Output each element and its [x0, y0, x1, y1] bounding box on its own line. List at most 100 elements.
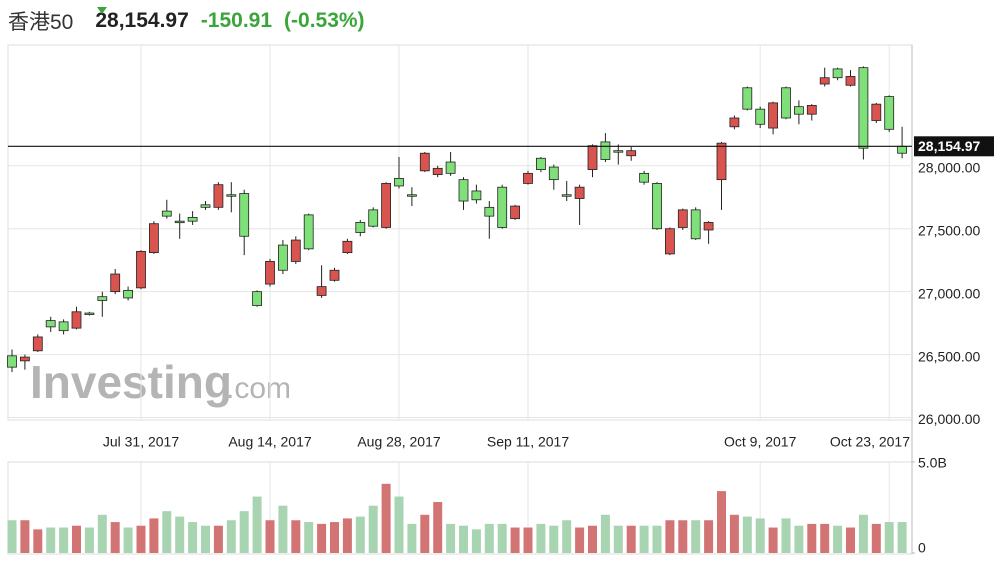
- candle-body: [794, 106, 804, 115]
- volume-bar: [820, 523, 830, 553]
- volume-bar: [317, 523, 327, 553]
- candle-body: [677, 209, 688, 228]
- volume-tick-label: 5.0B: [918, 455, 947, 471]
- volume-bar: [97, 514, 107, 553]
- candle-body: [845, 76, 856, 86]
- volume-bar: [355, 516, 365, 553]
- candle-body: [497, 186, 508, 228]
- candle-body: [355, 222, 366, 233]
- x-tick-label: Oct 9, 2017: [724, 434, 797, 450]
- price: 28,154.97: [95, 9, 189, 32]
- volume-bar: [717, 491, 726, 553]
- candle-body: [561, 194, 572, 197]
- volume-bar: [175, 516, 185, 553]
- volume-bar: [833, 525, 843, 553]
- volume-bar: [871, 523, 881, 553]
- candle-body: [213, 184, 224, 208]
- volume-bar: [884, 522, 894, 553]
- volume-bar: [858, 514, 868, 553]
- volume-bar: [368, 505, 378, 553]
- candle-body: [639, 172, 649, 183]
- candle-body: [174, 220, 185, 224]
- candle-body: [806, 105, 817, 115]
- candle-body: [703, 222, 714, 231]
- candle-body: [858, 67, 869, 149]
- candle-body: [755, 108, 766, 125]
- candle-body: [523, 172, 533, 184]
- candle-body: [187, 216, 198, 222]
- candle-body: [458, 179, 469, 202]
- candle-body: [574, 186, 585, 199]
- volume-bar: [136, 525, 146, 553]
- volume-bar: [201, 525, 210, 553]
- volume-bar: [342, 518, 352, 553]
- volume-bar: [446, 523, 456, 553]
- candle-body: [316, 286, 327, 296]
- y-tick-label: 28,000.00: [918, 160, 980, 176]
- candle-body: [613, 150, 624, 153]
- candle-body: [897, 145, 907, 154]
- volume-bar: [665, 520, 675, 553]
- x-tick-label: Oct 23, 2017: [830, 434, 910, 450]
- volume-bar: [304, 522, 314, 553]
- quote-header: 香港50 28,154.97 -150.91 (-0.53%): [8, 6, 365, 36]
- candle-body: [394, 177, 404, 187]
- volume-bar: [381, 483, 391, 553]
- instrument-name: 香港50: [8, 11, 74, 34]
- volume-bar: [652, 525, 662, 553]
- candle-body: [432, 167, 443, 176]
- candle-body: [58, 321, 69, 332]
- volume-bar: [33, 529, 43, 553]
- volume-bar: [46, 527, 56, 553]
- volume-bar: [742, 516, 752, 553]
- candle-body: [45, 320, 56, 328]
- candle-body: [587, 145, 598, 170]
- volume-bar: [536, 523, 546, 553]
- candle-body: [226, 194, 237, 197]
- y-tick-label: 27,000.00: [918, 285, 980, 301]
- candle-body: [536, 157, 546, 170]
- change: -150.91: [200, 9, 273, 32]
- volume-bar: [123, 527, 133, 553]
- candle-body: [136, 250, 146, 289]
- candle-body: [716, 142, 727, 181]
- candle-body: [690, 209, 701, 240]
- candle-body: [277, 244, 288, 271]
- candle-body: [239, 193, 250, 237]
- candle-body: [161, 210, 172, 217]
- candle-body: [84, 312, 95, 315]
- volume-bar: [188, 522, 198, 553]
- volume-bar: [678, 520, 688, 553]
- candle-body: [445, 161, 456, 174]
- candle-body: [97, 296, 108, 301]
- volume-bar: [433, 502, 443, 553]
- volume-bar: [20, 520, 30, 553]
- candle-body: [110, 273, 121, 293]
- volume-bar: [755, 518, 765, 553]
- candle-body: [652, 183, 662, 230]
- volume-bar: [588, 525, 597, 553]
- volume-bar: [704, 520, 714, 553]
- volume-bar: [626, 525, 636, 553]
- volume-bar: [807, 523, 817, 553]
- volume-bar: [278, 505, 288, 553]
- last-price-box: [914, 136, 994, 157]
- candle-body: [884, 96, 895, 130]
- candle-body: [381, 183, 392, 228]
- x-tick-label: Sep 11, 2017: [487, 434, 569, 450]
- candle-body: [471, 190, 482, 201]
- candle-body: [342, 240, 353, 254]
- y-tick-label: 26,000.00: [918, 411, 980, 427]
- candle-body: [819, 77, 830, 85]
- down-arrow: [97, 7, 107, 14]
- volume-bar: [549, 525, 559, 553]
- volume-bar: [600, 514, 610, 553]
- volume-bar: [420, 514, 430, 553]
- volume-bar: [781, 518, 791, 553]
- candle-body: [600, 141, 611, 160]
- volume-bar: [291, 520, 301, 553]
- x-tick-label: Aug 14, 2017: [228, 434, 312, 450]
- candle-body: [665, 228, 675, 255]
